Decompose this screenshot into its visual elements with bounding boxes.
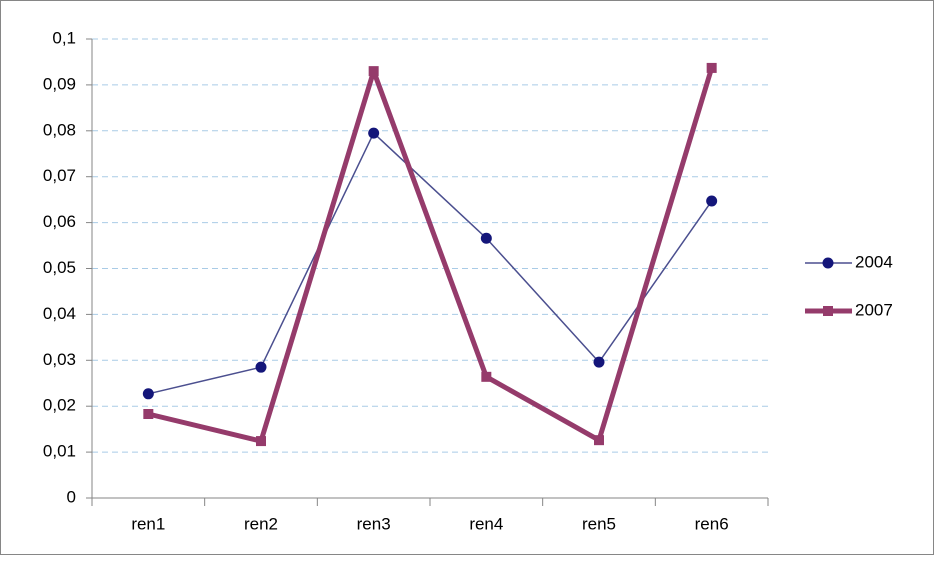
y-tick-label: 0,07 <box>43 166 76 185</box>
legend-label: 2004 <box>855 252 893 271</box>
data-point <box>368 127 380 139</box>
y-tick-label: 0,1 <box>52 28 76 47</box>
y-tick-label: 0,06 <box>43 212 76 231</box>
data-point <box>706 62 717 73</box>
series-line <box>148 132 713 395</box>
data-point <box>255 361 267 373</box>
x-tick-label: ren4 <box>469 514 503 533</box>
series-line <box>147 67 715 444</box>
y-tick-label: 0,08 <box>43 120 76 139</box>
legend-marker <box>822 257 834 269</box>
y-tick-label: 0,03 <box>43 350 76 369</box>
data-point <box>594 435 604 446</box>
data-point <box>706 195 718 207</box>
y-tick-label: 0,02 <box>43 396 76 415</box>
y-tick-label: 0,09 <box>43 74 76 93</box>
data-point <box>142 388 154 400</box>
y-tick-label: 0 <box>67 487 76 506</box>
y-tick-label: 0,05 <box>43 258 76 277</box>
data-point <box>480 232 492 244</box>
x-tick-label: ren1 <box>131 514 165 533</box>
y-tick-label: 0,01 <box>43 442 76 461</box>
data-point <box>143 409 154 420</box>
x-tick-label: ren2 <box>244 514 278 533</box>
x-tick-label: ren3 <box>357 514 391 533</box>
data-point <box>593 356 605 368</box>
legend-label: 2007 <box>855 300 893 319</box>
legend-marker <box>823 306 833 316</box>
y-tick-label: 0,04 <box>43 304 76 323</box>
x-tick-label: ren6 <box>695 514 729 533</box>
x-tick-label: ren5 <box>582 514 616 533</box>
data-point <box>368 66 379 77</box>
data-point <box>256 436 266 447</box>
data-point <box>481 371 492 382</box>
